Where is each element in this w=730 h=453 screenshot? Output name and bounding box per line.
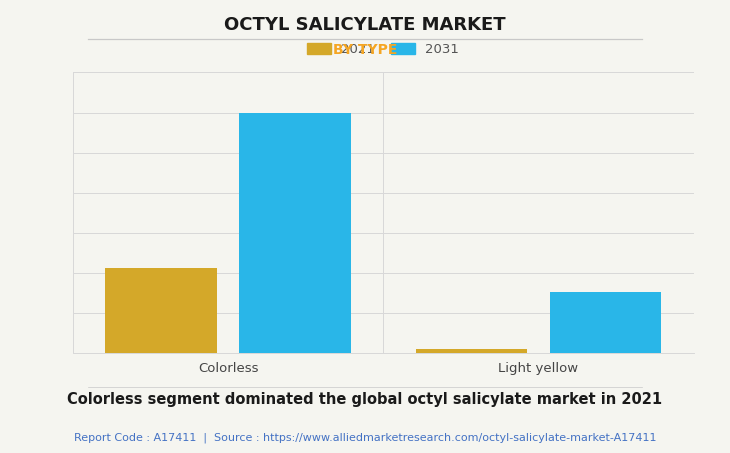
Bar <box>415 348 527 353</box>
Bar <box>239 113 351 353</box>
Legend: 2021, 2031: 2021, 2031 <box>307 43 459 56</box>
Text: BY TYPE: BY TYPE <box>333 43 397 57</box>
Text: Report Code : A17411  |  Source : https://www.alliedmarketresearch.com/octyl-sal: Report Code : A17411 | Source : https://… <box>74 433 656 443</box>
Text: Colorless segment dominated the global octyl salicylate market in 2021: Colorless segment dominated the global o… <box>67 392 663 407</box>
Bar <box>550 292 661 353</box>
Text: OCTYL SALICYLATE MARKET: OCTYL SALICYLATE MARKET <box>224 16 506 34</box>
Bar <box>105 268 217 353</box>
